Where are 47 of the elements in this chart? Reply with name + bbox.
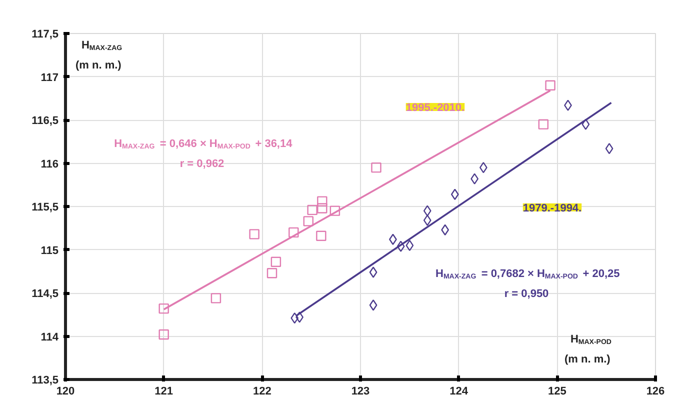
point [605, 142, 614, 154]
point [316, 230, 326, 242]
point [330, 206, 340, 216]
point [479, 162, 488, 174]
point [423, 205, 432, 216]
point [538, 119, 548, 130]
point [369, 266, 378, 278]
y-tick-label: 117,5 [32, 28, 58, 40]
x-tick-label: 125 [548, 386, 566, 398]
annotation: r = 0,950 [504, 288, 549, 300]
annotation: r = 0,962 [180, 158, 224, 170]
y-tick-label: 117 [40, 72, 59, 84]
y-tick-label: 115 [40, 244, 59, 257]
point [249, 229, 260, 240]
text: 1995.-2010. [406, 102, 465, 114]
point [317, 203, 328, 214]
point [406, 240, 414, 252]
y-tick-label: 114,5 [32, 288, 58, 300]
text: 1979.-1994. [522, 202, 582, 214]
x-tick-label: 123 [351, 386, 370, 398]
x-tick-label: 126 [646, 386, 665, 398]
point [210, 293, 222, 304]
point [423, 214, 432, 226]
point [582, 118, 590, 130]
point [371, 162, 382, 173]
point [288, 227, 299, 238]
point [270, 256, 282, 267]
point [158, 303, 169, 314]
point [290, 312, 299, 324]
y-tick-label: 114 [40, 331, 60, 344]
point [545, 80, 556, 90]
y-tick-label: 113,5 [32, 374, 58, 386]
point [158, 329, 169, 340]
x-tick-label: 124 [450, 386, 469, 398]
point [307, 204, 318, 216]
point [369, 300, 378, 311]
point [317, 196, 328, 206]
point [303, 216, 314, 226]
x-tick-label: 120 [56, 386, 75, 398]
point [450, 188, 459, 200]
y-tick-label: 116,5 [32, 115, 58, 127]
y-tick-label: 115,5 [32, 202, 58, 214]
point [396, 240, 405, 252]
x-tick-label: 122 [252, 386, 272, 398]
y-tick-label: 116 [40, 158, 59, 170]
point [266, 268, 278, 278]
x-tick-label: 121 [154, 386, 174, 398]
